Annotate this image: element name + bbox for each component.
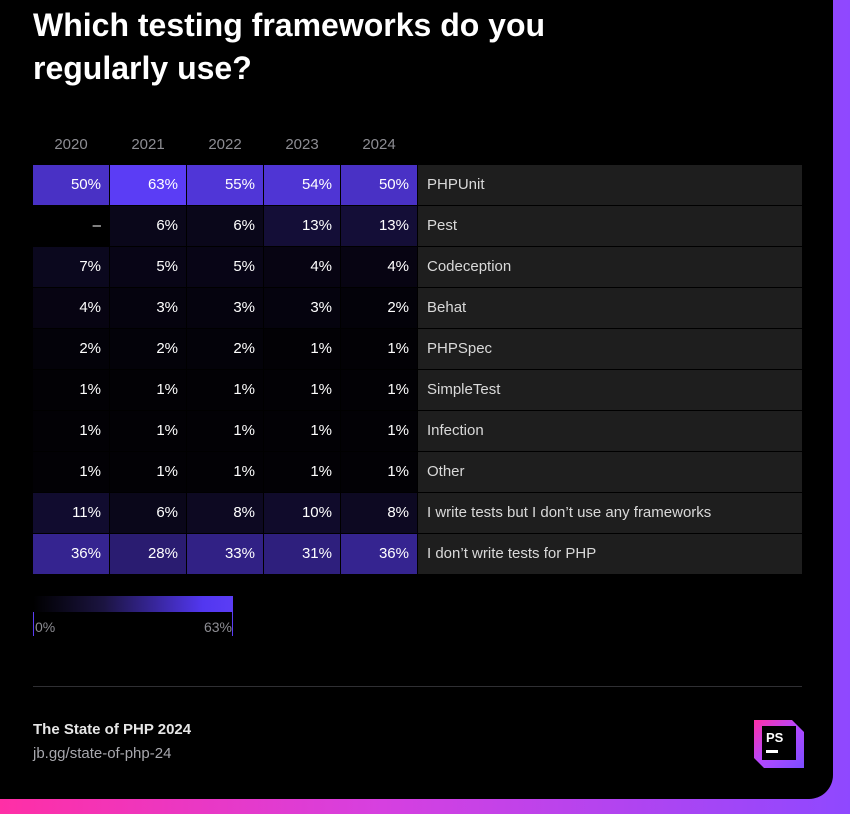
heatmap-cell: 50% bbox=[33, 165, 109, 205]
heatmap-cell: 63% bbox=[110, 165, 186, 205]
heatmap-cell: 13% bbox=[341, 206, 417, 246]
row-label: Codeception bbox=[418, 247, 802, 287]
heatmap-cell: 1% bbox=[33, 370, 109, 410]
legend-min-label: 0% bbox=[35, 619, 55, 635]
chart-card: Which testing frameworks do you regularl… bbox=[0, 0, 833, 799]
row-label: Infection bbox=[418, 411, 802, 451]
heatmap-cell: 1% bbox=[187, 370, 263, 410]
heatmap-cell: 4% bbox=[341, 247, 417, 287]
heatmap-cell: 1% bbox=[110, 452, 186, 492]
heatmap-cell: 1% bbox=[341, 411, 417, 451]
row-label: Pest bbox=[418, 206, 802, 246]
heatmap-cell: 54% bbox=[264, 165, 340, 205]
heatmap-cell: 1% bbox=[33, 411, 109, 451]
column-header-2021: 2021 bbox=[110, 136, 186, 153]
chart-title: Which testing frameworks do you regularl… bbox=[33, 4, 673, 90]
heatmap-cell: 8% bbox=[341, 493, 417, 533]
column-header-2024: 2024 bbox=[341, 136, 417, 153]
heatmap-cell: 1% bbox=[341, 370, 417, 410]
heatmap-cell: 36% bbox=[341, 534, 417, 574]
heatmap-cell: 6% bbox=[110, 206, 186, 246]
row-label: Other bbox=[418, 452, 802, 492]
row-label: I don’t write tests for PHP bbox=[418, 534, 802, 574]
heatmap-cell: 11% bbox=[33, 493, 109, 533]
heatmap-cell: 1% bbox=[110, 370, 186, 410]
heatmap-cell: 31% bbox=[264, 534, 340, 574]
legend-min-tick bbox=[33, 612, 34, 636]
heatmap-cell: 2% bbox=[187, 329, 263, 369]
heatmap-cell: 6% bbox=[187, 206, 263, 246]
heatmap-cell: 4% bbox=[264, 247, 340, 287]
row-label: PHPUnit bbox=[418, 165, 802, 205]
heatmap-cell: 3% bbox=[187, 288, 263, 328]
heatmap-cell: 2% bbox=[110, 329, 186, 369]
heatmap-cell: 2% bbox=[341, 288, 417, 328]
heatmap-cell: 55% bbox=[187, 165, 263, 205]
column-header-2020: 2020 bbox=[33, 136, 109, 153]
heatmap-cell: 8% bbox=[187, 493, 263, 533]
heatmap-cell: 33% bbox=[187, 534, 263, 574]
logo-text: PS bbox=[766, 730, 784, 745]
heatmap-cell: 36% bbox=[33, 534, 109, 574]
heatmap-cell: 3% bbox=[264, 288, 340, 328]
footer-title: The State of PHP 2024 bbox=[33, 721, 191, 738]
heatmap-cell: 5% bbox=[110, 247, 186, 287]
row-label: SimpleTest bbox=[418, 370, 802, 410]
heatmap-cell: 28% bbox=[110, 534, 186, 574]
heatmap-cell: 2% bbox=[33, 329, 109, 369]
heatmap-cell: 1% bbox=[341, 452, 417, 492]
heatmap-cell: 5% bbox=[187, 247, 263, 287]
row-label: I write tests but I don’t use any framew… bbox=[418, 493, 802, 533]
heatmap-cell: 1% bbox=[264, 411, 340, 451]
legend-max-tick bbox=[232, 612, 233, 636]
heatmap-cell: 1% bbox=[341, 329, 417, 369]
footer-divider bbox=[33, 686, 802, 687]
footer-link[interactable]: jb.gg/state-of-php-24 bbox=[33, 745, 171, 762]
row-label: PHPSpec bbox=[418, 329, 802, 369]
column-header-2023: 2023 bbox=[264, 136, 340, 153]
heatmap-cell: 1% bbox=[264, 370, 340, 410]
heatmap-cell: 1% bbox=[110, 411, 186, 451]
phpstorm-logo-icon: PS bbox=[754, 720, 804, 768]
heatmap-cell: 1% bbox=[264, 329, 340, 369]
legend-max-label: 63% bbox=[180, 619, 232, 635]
color-scale-legend-bar bbox=[33, 596, 233, 612]
heatmap-cell: 50% bbox=[341, 165, 417, 205]
heatmap-cell: 10% bbox=[264, 493, 340, 533]
heatmap-cell: 3% bbox=[110, 288, 186, 328]
heatmap-cell: 1% bbox=[33, 452, 109, 492]
heatmap-cell: – bbox=[33, 206, 109, 246]
heatmap-cell: 7% bbox=[33, 247, 109, 287]
heatmap-cell: 1% bbox=[187, 452, 263, 492]
heatmap-cell: 1% bbox=[264, 452, 340, 492]
heatmap-cell: 6% bbox=[110, 493, 186, 533]
row-label: Behat bbox=[418, 288, 802, 328]
heatmap-cell: 4% bbox=[33, 288, 109, 328]
heatmap-cell: 1% bbox=[187, 411, 263, 451]
column-header-2022: 2022 bbox=[187, 136, 263, 153]
heatmap-cell: 13% bbox=[264, 206, 340, 246]
